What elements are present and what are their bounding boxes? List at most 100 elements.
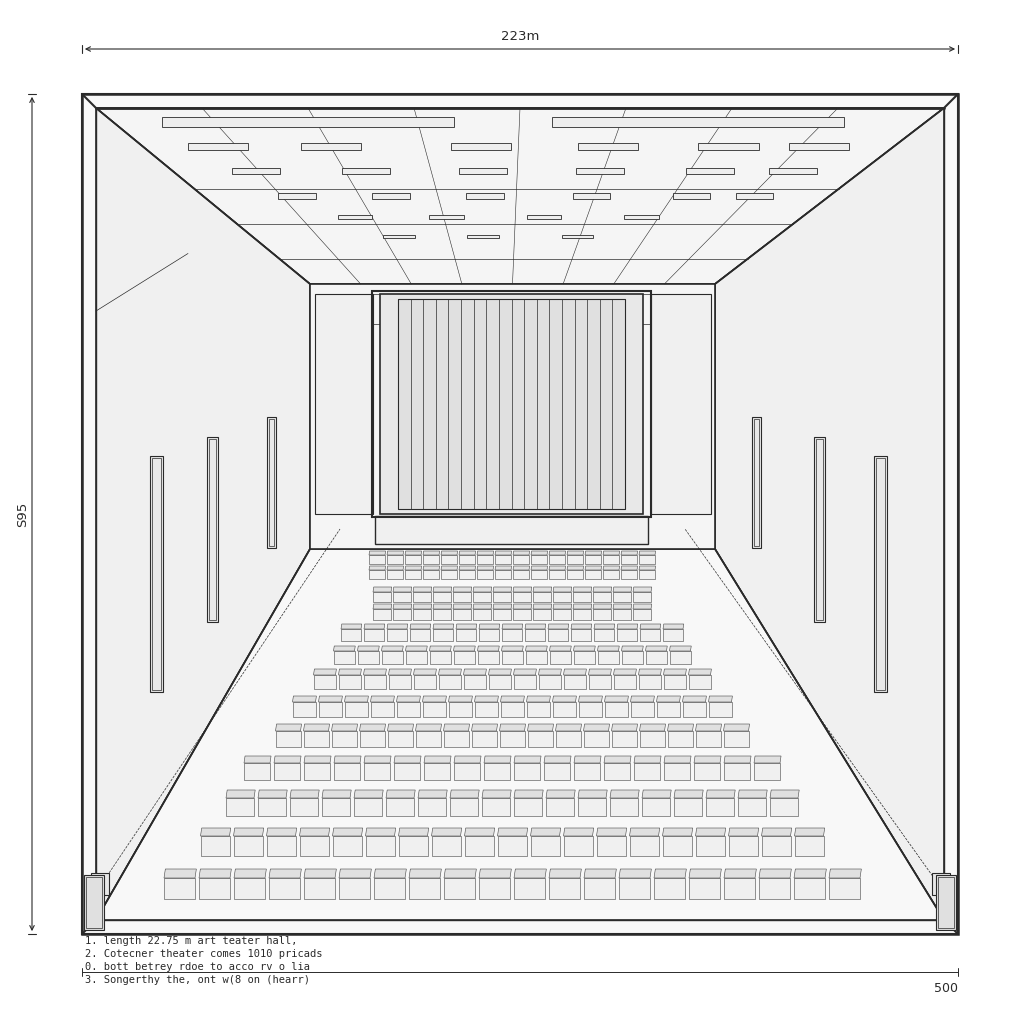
Polygon shape — [290, 790, 319, 798]
Bar — [664, 675, 685, 689]
Text: 1. length 22.75 m art teater hall,: 1. length 22.75 m art teater hall, — [85, 936, 298, 946]
Bar — [794, 878, 825, 899]
Bar — [322, 798, 350, 816]
Bar — [394, 763, 420, 780]
Polygon shape — [640, 624, 660, 629]
Polygon shape — [393, 587, 412, 592]
Bar — [689, 878, 720, 899]
Polygon shape — [423, 566, 439, 570]
Bar — [342, 168, 390, 174]
Bar — [454, 651, 474, 664]
Text: S95: S95 — [16, 502, 29, 526]
Bar — [441, 555, 457, 564]
Bar — [82, 94, 958, 934]
Bar — [450, 798, 478, 816]
Bar — [332, 731, 356, 746]
Bar — [414, 675, 435, 689]
Bar — [164, 878, 195, 899]
Bar — [416, 731, 440, 746]
Bar — [383, 234, 415, 239]
Polygon shape — [341, 624, 361, 629]
Polygon shape — [584, 724, 609, 731]
Bar — [498, 836, 526, 856]
Bar — [698, 143, 759, 151]
Polygon shape — [413, 587, 432, 592]
Bar — [258, 798, 286, 816]
Polygon shape — [514, 756, 541, 763]
Bar — [502, 629, 522, 641]
Polygon shape — [474, 696, 499, 702]
Polygon shape — [313, 669, 337, 675]
Bar — [315, 294, 373, 514]
Polygon shape — [573, 587, 592, 592]
Bar — [604, 763, 630, 780]
Polygon shape — [664, 669, 686, 675]
Bar — [303, 731, 329, 746]
Polygon shape — [502, 646, 523, 651]
Bar — [706, 798, 734, 816]
Polygon shape — [502, 624, 522, 629]
Bar — [578, 798, 606, 816]
Bar — [96, 108, 944, 920]
Bar — [364, 675, 385, 689]
Polygon shape — [454, 646, 475, 651]
Polygon shape — [374, 869, 407, 878]
Polygon shape — [553, 604, 571, 609]
Bar — [374, 878, 406, 899]
Bar — [495, 570, 511, 579]
Polygon shape — [514, 869, 547, 878]
Bar — [549, 555, 565, 564]
Polygon shape — [369, 566, 386, 570]
Polygon shape — [715, 108, 944, 920]
Bar — [424, 763, 450, 780]
Bar — [633, 592, 651, 602]
Bar — [735, 194, 773, 199]
Polygon shape — [459, 566, 475, 570]
Polygon shape — [344, 696, 369, 702]
Polygon shape — [438, 669, 462, 675]
Polygon shape — [567, 566, 584, 570]
Text: 3. Songerthy the, ont w(8 on (hearr): 3. Songerthy the, ont w(8 on (hearr) — [85, 975, 310, 985]
Bar — [231, 168, 280, 174]
Bar — [617, 629, 637, 641]
Polygon shape — [465, 828, 495, 836]
Polygon shape — [164, 869, 197, 878]
Bar — [513, 592, 531, 602]
Polygon shape — [724, 756, 751, 763]
Bar — [555, 731, 581, 746]
Polygon shape — [631, 696, 654, 702]
Polygon shape — [640, 724, 666, 731]
Bar — [334, 651, 354, 664]
Bar — [299, 836, 329, 856]
Polygon shape — [449, 696, 472, 702]
Bar — [290, 798, 318, 816]
Bar — [594, 629, 614, 641]
Polygon shape — [534, 587, 552, 592]
Bar — [639, 555, 655, 564]
Polygon shape — [354, 790, 383, 798]
Polygon shape — [406, 646, 427, 651]
Bar — [226, 798, 254, 816]
Polygon shape — [339, 669, 361, 675]
Polygon shape — [578, 790, 607, 798]
Polygon shape — [471, 724, 498, 731]
Bar — [396, 702, 420, 717]
Text: 0. bott betrey rdoe to acco rv o lia: 0. bott betrey rdoe to acco rv o lia — [85, 962, 310, 972]
Polygon shape — [622, 646, 643, 651]
Polygon shape — [531, 566, 548, 570]
Bar — [433, 629, 453, 641]
Polygon shape — [409, 869, 441, 878]
Bar — [674, 798, 702, 816]
Polygon shape — [633, 604, 651, 609]
Bar — [539, 675, 560, 689]
Polygon shape — [416, 724, 441, 731]
Polygon shape — [413, 604, 432, 609]
Polygon shape — [597, 828, 627, 836]
Polygon shape — [453, 587, 472, 592]
Bar — [724, 731, 749, 746]
Bar — [244, 763, 270, 780]
Bar — [531, 555, 547, 564]
Polygon shape — [373, 587, 392, 592]
Polygon shape — [366, 828, 395, 836]
Polygon shape — [444, 869, 476, 878]
